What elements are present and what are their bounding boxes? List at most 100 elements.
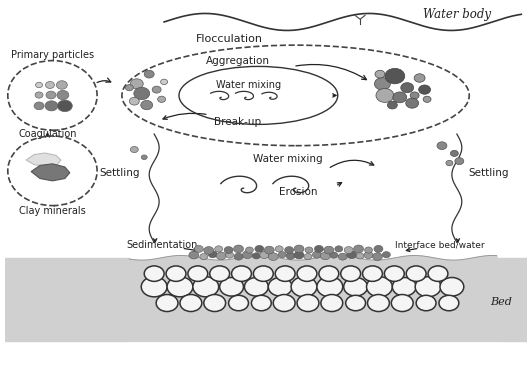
- Circle shape: [134, 87, 150, 100]
- Circle shape: [294, 245, 304, 253]
- Circle shape: [229, 295, 248, 311]
- Circle shape: [188, 266, 208, 281]
- Circle shape: [34, 102, 44, 110]
- Circle shape: [324, 246, 334, 254]
- Circle shape: [365, 247, 373, 253]
- Circle shape: [193, 277, 219, 297]
- Circle shape: [305, 247, 313, 253]
- Circle shape: [57, 90, 69, 100]
- Circle shape: [286, 252, 295, 259]
- Circle shape: [414, 74, 425, 82]
- Circle shape: [156, 294, 178, 312]
- Circle shape: [385, 68, 405, 84]
- Circle shape: [393, 92, 407, 103]
- Text: Erosion: Erosion: [279, 187, 317, 197]
- Circle shape: [204, 247, 214, 254]
- Circle shape: [401, 83, 414, 93]
- Circle shape: [275, 266, 295, 281]
- Circle shape: [373, 253, 383, 260]
- Circle shape: [278, 251, 286, 258]
- Circle shape: [354, 245, 364, 253]
- Circle shape: [346, 295, 366, 311]
- Text: Flocculation: Flocculation: [197, 35, 264, 44]
- Circle shape: [242, 251, 252, 258]
- Circle shape: [439, 295, 459, 311]
- Circle shape: [189, 251, 199, 259]
- Circle shape: [410, 92, 419, 99]
- Circle shape: [364, 251, 373, 258]
- Circle shape: [451, 150, 458, 156]
- Circle shape: [297, 266, 317, 281]
- Circle shape: [383, 251, 391, 258]
- Circle shape: [255, 246, 264, 252]
- Circle shape: [363, 266, 383, 281]
- Circle shape: [291, 277, 317, 297]
- Circle shape: [440, 277, 464, 296]
- Circle shape: [374, 246, 383, 252]
- Circle shape: [418, 85, 431, 94]
- Circle shape: [335, 246, 343, 252]
- Circle shape: [344, 247, 353, 253]
- Text: Interface bed/water: Interface bed/water: [395, 241, 484, 249]
- Circle shape: [194, 246, 203, 252]
- Circle shape: [428, 266, 448, 281]
- Circle shape: [253, 266, 273, 281]
- Circle shape: [260, 251, 269, 258]
- Circle shape: [56, 81, 67, 89]
- Circle shape: [392, 294, 413, 312]
- Circle shape: [180, 294, 202, 312]
- Circle shape: [273, 294, 295, 312]
- Text: Coagulation: Coagulation: [18, 129, 77, 139]
- Circle shape: [158, 96, 165, 102]
- Circle shape: [347, 251, 357, 258]
- Circle shape: [200, 253, 208, 260]
- Circle shape: [455, 158, 464, 165]
- Circle shape: [446, 160, 453, 166]
- Circle shape: [375, 70, 385, 78]
- Circle shape: [437, 142, 447, 149]
- Circle shape: [226, 252, 233, 258]
- Circle shape: [367, 277, 392, 297]
- Circle shape: [35, 92, 43, 98]
- Circle shape: [315, 246, 324, 252]
- Circle shape: [130, 79, 143, 89]
- Circle shape: [220, 277, 243, 296]
- Circle shape: [376, 88, 394, 102]
- Circle shape: [216, 252, 226, 260]
- Text: Aggregation: Aggregation: [206, 55, 270, 66]
- Circle shape: [387, 101, 397, 109]
- Circle shape: [313, 251, 321, 258]
- Circle shape: [167, 277, 193, 297]
- Circle shape: [125, 85, 133, 91]
- Circle shape: [321, 294, 343, 312]
- Circle shape: [46, 91, 56, 99]
- Circle shape: [141, 100, 153, 110]
- Polygon shape: [31, 164, 70, 181]
- Circle shape: [375, 78, 391, 90]
- Circle shape: [210, 266, 230, 281]
- Circle shape: [275, 246, 283, 252]
- Text: Settling: Settling: [99, 168, 140, 178]
- Text: Bed: Bed: [491, 297, 512, 307]
- Circle shape: [406, 266, 426, 281]
- Text: Water body: Water body: [423, 8, 491, 21]
- Circle shape: [285, 247, 294, 253]
- Polygon shape: [26, 153, 61, 166]
- Circle shape: [384, 266, 404, 281]
- Circle shape: [294, 251, 304, 259]
- Circle shape: [130, 146, 138, 152]
- Circle shape: [144, 70, 154, 78]
- Circle shape: [224, 247, 233, 253]
- Circle shape: [233, 245, 243, 253]
- Circle shape: [297, 294, 319, 312]
- Circle shape: [268, 253, 278, 260]
- Circle shape: [304, 253, 312, 260]
- Text: Primary particles: Primary particles: [11, 50, 94, 60]
- Circle shape: [57, 100, 72, 112]
- Circle shape: [338, 253, 347, 260]
- Circle shape: [367, 294, 389, 312]
- Circle shape: [45, 101, 58, 111]
- Circle shape: [152, 86, 161, 93]
- Circle shape: [392, 277, 416, 296]
- Circle shape: [268, 277, 292, 296]
